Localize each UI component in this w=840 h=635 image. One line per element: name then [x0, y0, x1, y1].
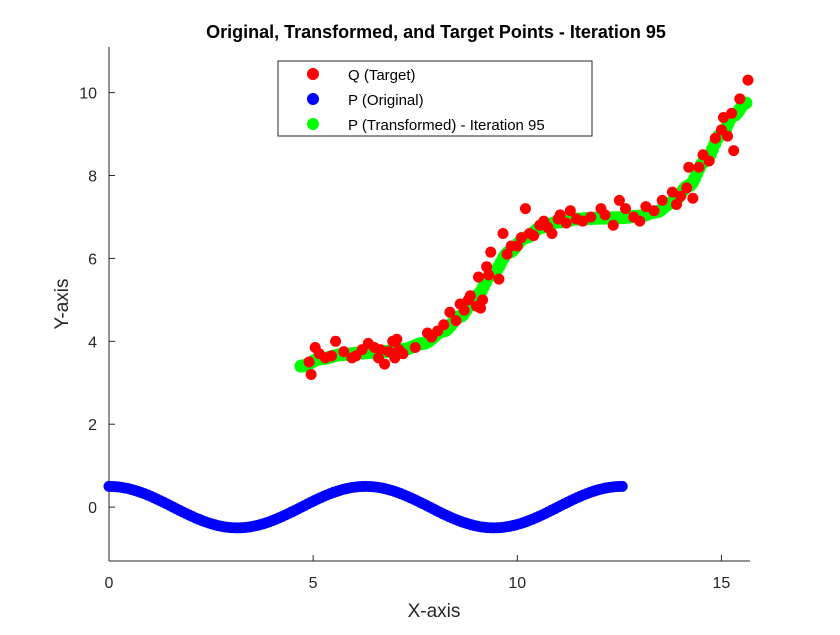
legend-box [277, 60, 593, 137]
target-point [687, 192, 699, 204]
x-tick-label: 10 [508, 575, 526, 592]
target-point [722, 130, 734, 142]
target-point [675, 190, 687, 202]
target-point [585, 211, 597, 223]
target-point [391, 333, 403, 345]
target-point [303, 356, 315, 368]
target-point [481, 261, 493, 273]
legend: Q (Target) P (Original) P (Transformed) … [277, 60, 593, 137]
target-point [464, 290, 476, 302]
y-tick-label: 4 [88, 334, 97, 351]
legend-marker-target [307, 68, 319, 80]
target-point [613, 194, 625, 206]
target-point [497, 228, 509, 240]
target-point [683, 161, 695, 173]
target-point [726, 107, 738, 119]
target-point [472, 271, 484, 283]
target-point [619, 203, 631, 215]
target-point [397, 348, 409, 360]
target-point [485, 246, 497, 258]
target-point [577, 215, 589, 227]
target-point [554, 209, 566, 221]
target-point [511, 240, 523, 252]
target-point [326, 350, 338, 362]
target-point [648, 205, 660, 217]
target-point [477, 294, 489, 306]
chart-title: Original, Transformed, and Target Points… [206, 22, 666, 42]
target-point [709, 132, 721, 144]
target-point [444, 306, 456, 318]
legend-label-transformed: P (Transformed) - Iteration 95 [348, 117, 545, 134]
target-point [671, 199, 683, 211]
x-axis-label: X-axis [408, 601, 461, 622]
plot-area: 0 5 10 15 0 2 4 6 8 10 [79, 47, 754, 592]
target-point [389, 352, 401, 364]
original-point [616, 480, 628, 492]
legend-label-target: Q (Target) [348, 67, 416, 84]
target-point [742, 74, 754, 86]
y-axis-label: Y-axis [52, 278, 73, 329]
y-tick-label: 6 [88, 251, 97, 268]
target-point [728, 145, 740, 157]
y-tick-label: 10 [79, 86, 97, 103]
target-point [501, 248, 513, 260]
target-point [656, 194, 668, 206]
target-point [528, 230, 540, 242]
target-point [717, 111, 729, 123]
target-point [564, 205, 576, 217]
target-point [515, 232, 527, 244]
target-point [607, 219, 619, 231]
target-point [693, 161, 705, 173]
y-tick-label: 8 [88, 169, 97, 186]
target-point [409, 342, 421, 354]
target-point [379, 358, 391, 370]
x-tick-label: 15 [713, 575, 731, 592]
target-point [519, 203, 531, 215]
x-tick-label: 0 [105, 575, 114, 592]
legend-label-original: P (Original) [348, 92, 424, 109]
target-point [681, 182, 693, 194]
target-point [475, 302, 487, 314]
target-point [305, 368, 317, 380]
legend-marker-original [307, 93, 319, 105]
target-point [734, 93, 746, 105]
target-point [438, 319, 450, 331]
target-point [634, 215, 646, 227]
target-point [493, 273, 505, 285]
target-point [546, 228, 558, 240]
target-point [703, 155, 715, 167]
target-point [666, 186, 678, 198]
y-tick-label: 2 [88, 417, 97, 434]
target-point [458, 304, 470, 316]
y-tick-label: 0 [88, 500, 97, 517]
target-point [560, 217, 572, 229]
target-point [599, 209, 611, 221]
legend-marker-transformed [307, 118, 319, 130]
target-point [338, 346, 350, 358]
target-point [640, 201, 652, 213]
target-point [483, 269, 495, 281]
x-tick-label: 5 [309, 575, 318, 592]
target-point [450, 315, 462, 327]
target-point [330, 335, 342, 347]
